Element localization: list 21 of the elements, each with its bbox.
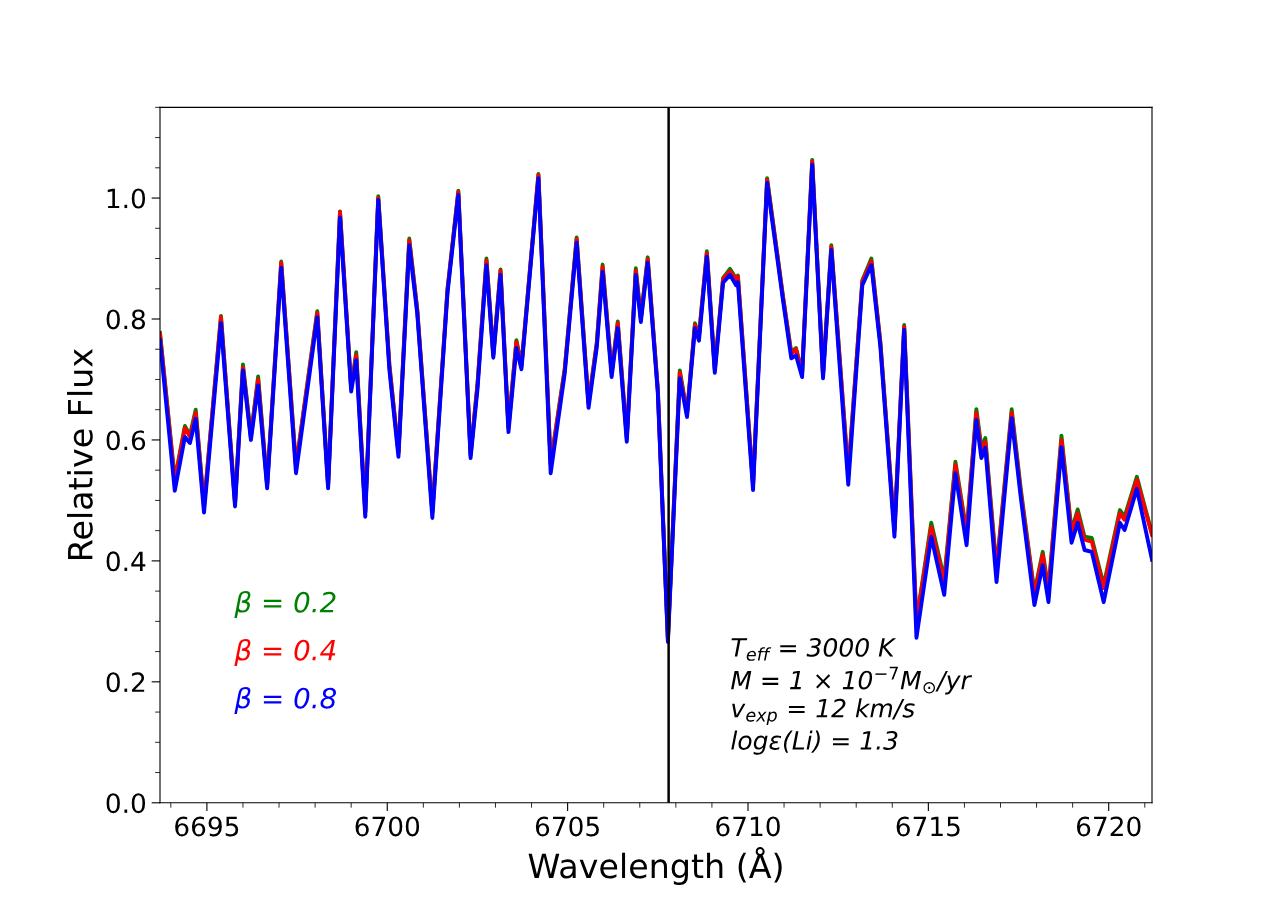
x-tick-label: 6705: [535, 816, 599, 837]
y-tick-label: 0.0: [106, 793, 146, 814]
x-tick-label: 6695: [175, 816, 239, 837]
x-tick-label: 6715: [896, 816, 960, 837]
y-axis-title: Relative Flux: [67, 349, 93, 559]
x-tick-label: 6700: [355, 816, 420, 837]
annotation: T$_{eff}$ = 3000 K: [731, 637, 897, 661]
x-tick-label: 6710: [716, 816, 780, 837]
y-tick-label: 0.8: [106, 309, 145, 330]
annotation: v$_{exp}$ = 12 km/s: [732, 698, 915, 726]
y-tick-label: 0.6: [106, 430, 146, 451]
y-tick-label: 0.4: [106, 551, 146, 572]
text: β = 0.8: [234, 687, 337, 715]
x-tick-label: 6720: [1076, 816, 1141, 837]
annotation: M = 1 × 10$^{−7}$M$_{⊙}$/yr: [731, 666, 973, 695]
text: β = 0.2: [234, 591, 336, 619]
y-tick-label: 1.0: [107, 188, 146, 209]
y-tick-label: 0.2: [106, 672, 145, 693]
text: β = 0.4: [234, 639, 336, 667]
annotation: logε(Li) = 1.3: [731, 730, 898, 755]
x-axis-title: Wavelength (Å): [528, 847, 782, 885]
